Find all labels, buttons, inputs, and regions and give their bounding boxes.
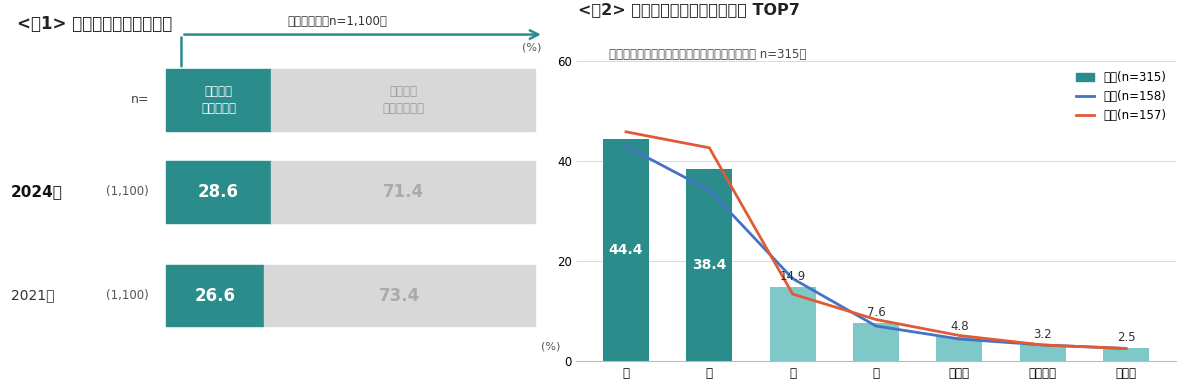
Text: 2.5: 2.5 xyxy=(1117,331,1135,344)
Bar xyxy=(264,265,535,326)
Bar xyxy=(686,169,732,361)
Text: 14.9: 14.9 xyxy=(780,270,805,283)
Text: 4.8: 4.8 xyxy=(950,320,968,333)
FancyBboxPatch shape xyxy=(271,69,535,131)
Bar xyxy=(936,337,983,361)
FancyBboxPatch shape xyxy=(166,69,271,131)
Text: 73.4: 73.4 xyxy=(379,287,420,305)
Text: <図2> 飼育しているペットの種類 TOP7: <図2> 飼育しているペットの種類 TOP7 xyxy=(578,2,800,17)
Bar xyxy=(853,323,899,361)
Text: (1,100): (1,100) xyxy=(107,185,149,199)
Legend: 全体(n=315), 男性(n=158), 女性(n=157): 全体(n=315), 男性(n=158), 女性(n=157) xyxy=(1073,67,1170,125)
Text: 26.6: 26.6 xyxy=(194,287,235,305)
Text: （複数回答：現在ペットを飼っている人ベース n=315）: （複数回答：現在ペットを飼っている人ベース n=315） xyxy=(610,48,806,61)
Text: 38.4: 38.4 xyxy=(692,258,726,272)
Text: n=: n= xyxy=(131,93,149,106)
Text: 3.2: 3.2 xyxy=(1033,328,1052,341)
Text: 7.6: 7.6 xyxy=(866,306,886,319)
Text: 28.6: 28.6 xyxy=(198,183,239,201)
Bar xyxy=(769,286,816,361)
Text: 2024年: 2024年 xyxy=(11,184,62,200)
Text: ペットを
飼っていない: ペットを 飼っていない xyxy=(383,85,425,115)
Text: 71.4: 71.4 xyxy=(383,183,424,201)
Text: <図1> 現在のペット飼育状況: <図1> 現在のペット飼育状況 xyxy=(17,15,172,33)
Bar xyxy=(1103,349,1148,361)
Bar xyxy=(271,161,535,223)
Text: (1,100): (1,100) xyxy=(107,289,149,302)
Text: （単一回答：n=1,100）: （単一回答：n=1,100） xyxy=(287,15,386,28)
Text: (%): (%) xyxy=(522,43,541,53)
Text: 44.4: 44.4 xyxy=(608,243,643,257)
Bar xyxy=(166,161,271,223)
Bar xyxy=(604,139,649,361)
Bar xyxy=(166,265,264,326)
Text: 2021年: 2021年 xyxy=(11,289,54,303)
Bar xyxy=(1020,345,1066,361)
Text: ペットを
飼っている: ペットを 飼っている xyxy=(200,85,236,115)
Text: (%): (%) xyxy=(541,342,560,352)
